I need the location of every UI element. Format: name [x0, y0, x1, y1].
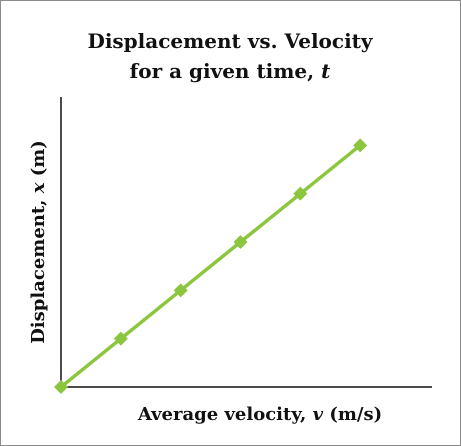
- series-line: [59, 143, 362, 389]
- data-point-4: [293, 186, 308, 201]
- data-point-0: [54, 380, 68, 394]
- x-axis-label-prefix: Average velocity,: [137, 404, 313, 425]
- chart-title-line2: for a given time, t: [130, 59, 331, 83]
- title-line2-prefix: for a given time,: [130, 59, 321, 83]
- data-point-3: [233, 235, 248, 249]
- x-axis-label-unit: (m/s): [323, 404, 382, 425]
- title-time-variable: t: [321, 59, 331, 83]
- chart-title-line1: Displacement vs. Velocity: [87, 29, 373, 53]
- y-axis-label: Displacement, x (m): [28, 140, 49, 344]
- data-point-5: [353, 138, 368, 153]
- x-axis-label: Average velocity, v (m/s): [137, 404, 382, 425]
- y-axis-variable: x: [28, 182, 49, 194]
- y-axis-label-unit: (m): [28, 140, 49, 182]
- data-point-2: [173, 283, 188, 298]
- series-layer: [54, 138, 368, 394]
- y-axis-label-prefix: Displacement,: [28, 193, 49, 344]
- x-axis-variable: v: [313, 404, 324, 425]
- data-point-1: [113, 331, 128, 346]
